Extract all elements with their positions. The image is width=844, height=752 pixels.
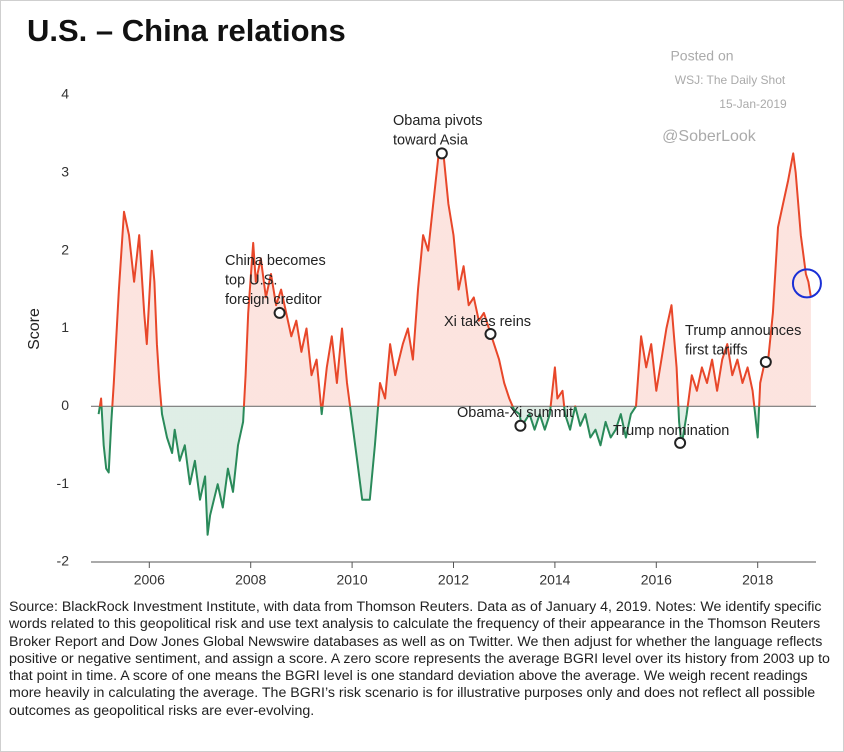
x-tick-label: 2018 <box>742 572 773 588</box>
annotation-label: Trump nomination <box>613 423 729 439</box>
chart: U.S. – China relations Score Posted on W… <box>26 13 822 588</box>
line <box>97 152 812 536</box>
chart-title: U.S. – China relations <box>27 13 346 48</box>
annotation-label: China becomes <box>225 253 326 269</box>
y-tick-label: -1 <box>57 475 70 491</box>
annotation-marker <box>674 436 687 449</box>
annotation-label: Xi takes reins <box>444 314 531 330</box>
annotation-label: toward Asia <box>393 132 469 148</box>
x-tick-label: 2016 <box>641 572 672 588</box>
annotation-marker <box>759 355 772 368</box>
annotation-marker <box>273 306 286 319</box>
y-tick-label: 0 <box>61 397 69 413</box>
y-tick-label: 3 <box>61 164 69 180</box>
x-tick-label: 2014 <box>539 572 570 588</box>
source-note: Source: BlackRock Investment Institute, … <box>9 599 830 719</box>
watermark: 15-Jan-2019 <box>719 97 787 111</box>
watermark: WSJ: The Daily Shot <box>675 73 786 87</box>
y-axis-label: Score <box>26 308 43 350</box>
x-tick-label: 2012 <box>438 572 469 588</box>
y-tick-label: 2 <box>61 241 69 257</box>
area <box>98 153 811 535</box>
x-tick-label: 2010 <box>337 572 368 588</box>
annotation-marker <box>435 147 448 160</box>
annotation-label: Trump announces <box>685 323 801 339</box>
x-tick-label: 2008 <box>235 572 266 588</box>
y-tick-label: 4 <box>61 86 69 102</box>
x-tick-label: 2006 <box>134 572 165 588</box>
annotation-label: top U.S. <box>225 272 277 288</box>
annotation-marker <box>484 327 497 340</box>
watermark: Posted on <box>670 48 733 64</box>
annotation-label: Obama-Xi summit <box>457 405 573 421</box>
highlight-circle <box>791 268 822 299</box>
annotation-label: foreign creditor <box>225 292 322 308</box>
annotation-label: first tariffs <box>685 342 748 358</box>
y-tick-label: 1 <box>61 319 69 335</box>
y-tick-label: -2 <box>57 553 70 569</box>
watermark: @SoberLook <box>662 128 757 145</box>
annotation-marker <box>514 419 527 432</box>
annotation-label: Obama pivots <box>393 113 482 129</box>
